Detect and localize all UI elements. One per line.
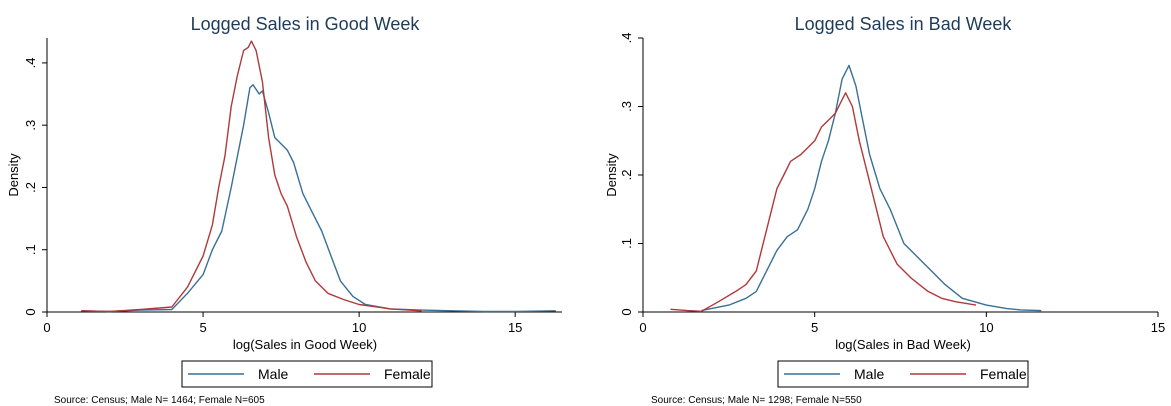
y-tick-label: .2 — [619, 170, 634, 181]
y-tick-label: .2 — [23, 182, 38, 193]
chart-title: Logged Sales in Bad Week — [795, 14, 1013, 34]
x-tick-label: 0 — [43, 320, 50, 335]
x-tick-label: 15 — [508, 320, 522, 335]
series-line-female — [670, 92, 977, 312]
x-tick-label: 15 — [1151, 320, 1165, 335]
source-note: Source: Census; Male N= 1298; Female N=5… — [651, 395, 862, 406]
y-tick-label: 0 — [23, 308, 38, 315]
x-axis-label: log(Sales in Bad Week) — [835, 337, 971, 352]
y-tick-label: .1 — [619, 238, 634, 249]
chart-panel-good-week: Logged Sales in Good Week 0 5 10 15 0 .1 .2 .3 .4… — [6, 14, 562, 406]
x-tick-label: 5 — [811, 320, 818, 335]
y-tick-label: .4 — [23, 57, 38, 68]
y-tick-label: .3 — [619, 101, 634, 112]
y-axis-label: Density — [6, 153, 21, 197]
chart-title: Logged Sales in Good Week — [191, 14, 421, 34]
y-tick-label: .4 — [619, 33, 634, 44]
x-axis-label: log(Sales in Good Week) — [233, 337, 377, 352]
legend: Male Female — [777, 360, 1029, 388]
x-tick-label: 10 — [979, 320, 993, 335]
legend-label-female: Female — [980, 366, 1027, 382]
y-tick-label: .1 — [23, 244, 38, 255]
y-tick-label: .3 — [23, 120, 38, 131]
legend-label-female: Female — [384, 366, 431, 382]
series-line-male — [701, 64, 1042, 312]
x-tick-label: 5 — [199, 320, 206, 335]
chart-panel-bad-week: Logged Sales in Bad Week 0 5 10 15 0 .1 .2 .3 .4 l… — [604, 14, 1165, 406]
series-line-male — [81, 84, 556, 313]
y-tick-label: 0 — [619, 308, 634, 315]
y-axis-label: Density — [604, 153, 619, 197]
legend-label-male: Male — [258, 366, 289, 382]
source-note: Source: Census; Male N= 1464; Female N=6… — [54, 395, 265, 406]
x-tick-label: 10 — [352, 320, 366, 335]
legend-label-male: Male — [854, 366, 885, 382]
series-line-female — [81, 40, 422, 313]
legend: Male Female — [181, 360, 433, 388]
x-tick-label: 0 — [639, 320, 646, 335]
